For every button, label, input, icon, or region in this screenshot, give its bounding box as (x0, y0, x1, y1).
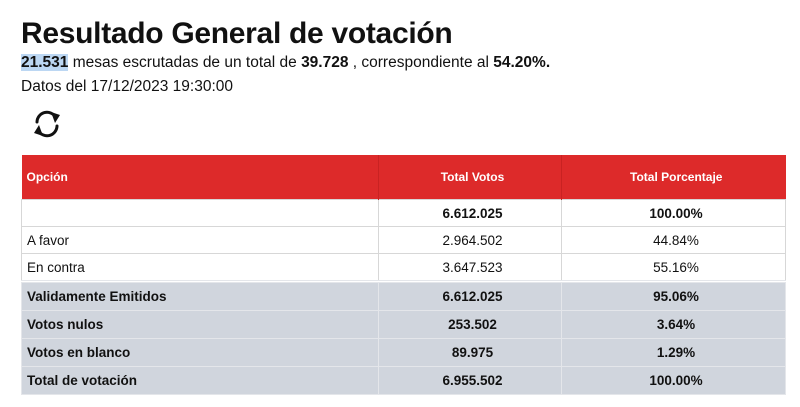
table-row-votos-nulos: Votos nulos 253.502 3.64% (21, 310, 786, 339)
data-timestamp: Datos del 17/12/2023 19:30:00 (21, 78, 234, 95)
cell-votos: 6.612.025 (378, 199, 562, 227)
table-row-total: 6.612.025 100.00% (21, 199, 786, 227)
cell-porcentaje: 100.00% (561, 366, 786, 395)
cell-votos: 6.612.025 (378, 280, 562, 311)
mesas-total-value: 39.728 (301, 54, 349, 71)
cell-opcion: Validamente Emitidos (21, 280, 379, 311)
cell-porcentaje: 95.06% (561, 280, 786, 311)
cell-votos: 6.955.502 (378, 366, 562, 395)
header-total-votos: Total Votos (378, 155, 562, 200)
cell-opcion: En contra (21, 253, 379, 282)
cell-porcentaje: 55.16% (561, 253, 786, 282)
header-total-porcentaje: Total Porcentaje (561, 155, 786, 200)
cell-opcion: Votos nulos (21, 310, 379, 339)
cell-votos: 3.647.523 (378, 253, 562, 282)
mesas-escrutadas-value: 21.531 (21, 54, 69, 71)
table-row-a-favor: A favor 2.964.502 44.84% (21, 226, 786, 254)
table-row-en-contra: En contra 3.647.523 55.16% (21, 253, 786, 282)
summary-line: 21.531 mesas escrutadas de un total de 3… (21, 53, 550, 73)
summary-text-1: mesas escrutadas de un total de (68, 54, 302, 71)
cell-porcentaje: 1.29% (561, 338, 786, 367)
cell-porcentaje: 100.00% (561, 199, 786, 227)
cell-porcentaje: 44.84% (561, 226, 786, 254)
refresh-icon (34, 110, 60, 138)
page-title: Resultado General de votación (21, 17, 453, 50)
cell-votos: 89.975 (378, 338, 562, 367)
summary-text-2: , correspondiente al (348, 54, 494, 71)
table-header-row: Opción Total Votos Total Porcentaje (21, 155, 786, 200)
cell-votos: 2.964.502 (378, 226, 562, 254)
table-row-votos-en-blanco: Votos en blanco 89.975 1.29% (21, 338, 786, 367)
table-row-total-votacion: Total de votación 6.955.502 100.00% (21, 366, 786, 395)
porcentaje-value: 54.20%. (493, 54, 551, 71)
cell-opcion: Total de votación (21, 366, 379, 395)
cell-opcion (21, 199, 379, 227)
cell-votos: 253.502 (378, 310, 562, 339)
cell-porcentaje: 3.64% (561, 310, 786, 339)
cell-opcion: A favor (21, 226, 379, 254)
header-opcion: Opción (21, 155, 379, 200)
refresh-button[interactable] (30, 108, 64, 140)
cell-opcion: Votos en blanco (21, 338, 379, 367)
table-row-validamente-emitidos: Validamente Emitidos 6.612.025 95.06% (21, 280, 786, 311)
results-table: Opción Total Votos Total Porcentaje 6.61… (21, 155, 786, 395)
